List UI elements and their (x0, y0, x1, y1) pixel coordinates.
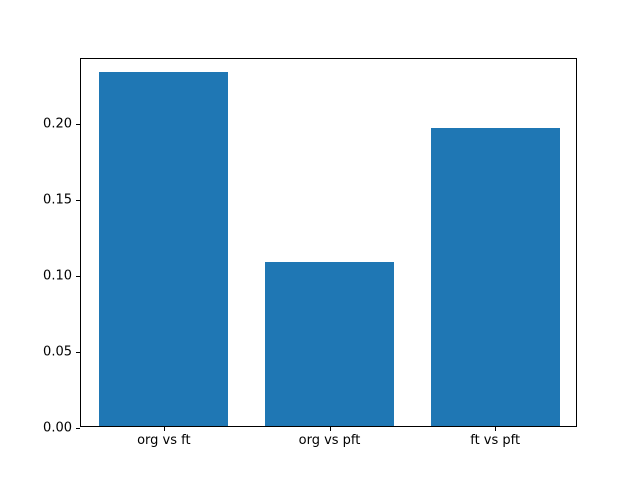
y-tick-label: 0.15 (43, 192, 72, 208)
y-axis-tick (76, 200, 80, 202)
y-axis-tick (76, 276, 80, 278)
x-axis-tick (495, 427, 497, 431)
y-tick-label: 0.20 (43, 116, 72, 132)
bar-org-vs-pft (264, 262, 395, 426)
x-tick-label: org vs pft (298, 433, 361, 448)
x-axis-tick (329, 427, 331, 431)
x-axis-tick (163, 427, 165, 431)
y-tick-label: 0.10 (43, 268, 72, 284)
y-tick-label: 0.05 (43, 344, 72, 360)
y-axis-tick (76, 352, 80, 354)
bar-org-vs-ft (99, 72, 229, 426)
plot-area: org vs ft org vs pft ft vs pft 0.00 0.05 0.10… (43, 58, 577, 447)
x-tick-label: ft vs pft (470, 433, 521, 448)
y-axis-tick (76, 428, 80, 429)
y-axis-tick (76, 124, 80, 126)
bar-ft-vs-pft (430, 128, 560, 426)
y-tick-label: 0.00 (43, 420, 72, 436)
x-tick-label: org vs ft (137, 433, 191, 448)
